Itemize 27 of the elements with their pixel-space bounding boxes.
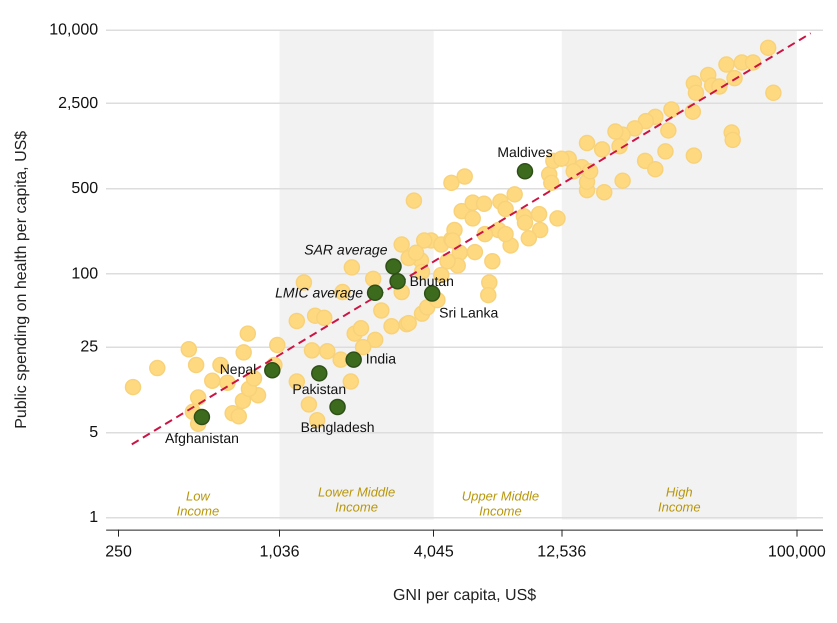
- annotation: LMIC average: [275, 284, 364, 301]
- y-tick-label: 25: [80, 338, 98, 356]
- annotation: Sri Lanka: [439, 304, 499, 320]
- x-tick-label: 4,045: [414, 544, 454, 561]
- y-tick-label: 2,500: [58, 94, 98, 112]
- annotation: SAR average: [304, 241, 388, 258]
- y-tick-label: 1: [89, 509, 98, 526]
- band-label: Lower Middle Income: [318, 484, 396, 515]
- annotation: India: [366, 350, 396, 367]
- annotation: Afghanistan: [164, 430, 239, 446]
- x-tick-label: 250: [105, 544, 132, 561]
- annotation: Upper Middle Income: [462, 488, 540, 519]
- annotation: Pakistan: [292, 381, 346, 398]
- x-tick-label: 1,036: [259, 544, 300, 561]
- annotation: Low Income: [176, 488, 220, 519]
- y-tick-label: 5: [89, 424, 98, 441]
- x-tick-label: 12,536: [537, 544, 586, 561]
- annotation: Bhutan: [410, 273, 454, 290]
- band-label: High Income: [658, 484, 701, 515]
- y-tick-label: 100: [71, 265, 98, 282]
- y-tick-label: 10,000: [49, 21, 98, 38]
- annotation: Bangladesh: [300, 418, 375, 435]
- x-tick-label: 100,000: [768, 544, 826, 561]
- y-tick-label: 500: [71, 180, 98, 198]
- y-axis-title: Public spending on health per capita, US$: [13, 130, 30, 429]
- annotation: Maldives: [497, 144, 553, 160]
- x-axis-title: GNI per capita, US$: [392, 586, 536, 604]
